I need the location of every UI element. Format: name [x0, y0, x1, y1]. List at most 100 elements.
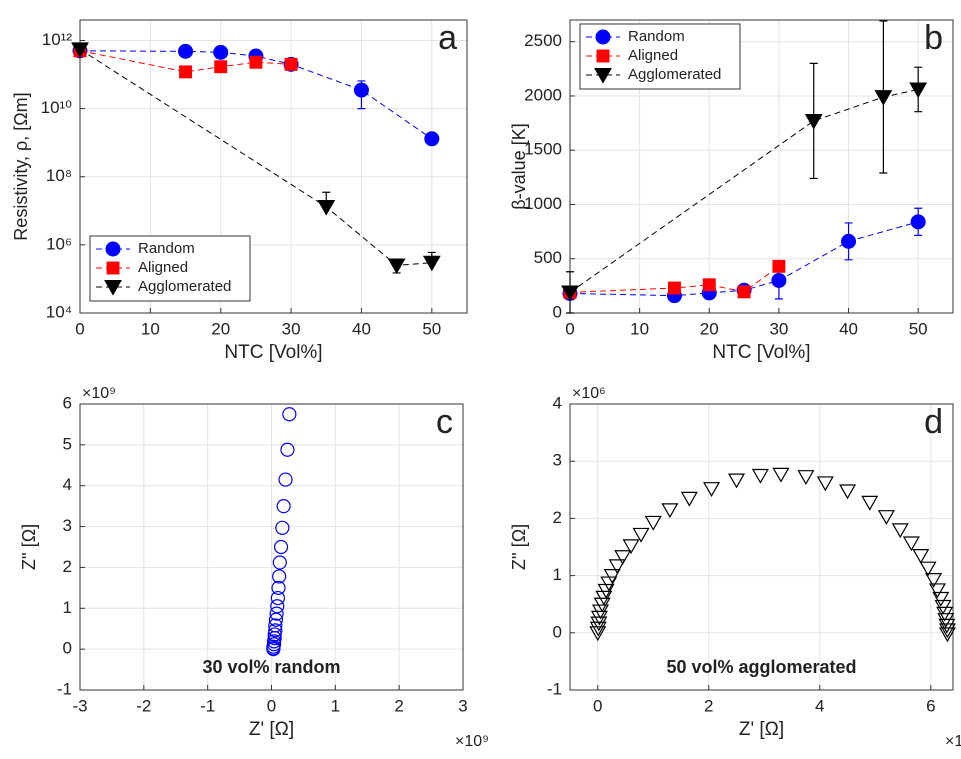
y-tick-label: 10⁴	[46, 302, 72, 321]
x-tick-label: 40	[839, 319, 858, 338]
x-multiplier: ×10⁹	[455, 733, 489, 750]
x-tick-label: 0	[565, 319, 574, 338]
y-tick-label: 10⁸	[46, 166, 72, 185]
marker	[632, 527, 650, 543]
y-tick-label: 1	[553, 565, 562, 584]
marker	[353, 82, 369, 98]
y-axis-label: β-value [K]	[509, 123, 529, 209]
marker	[772, 467, 790, 483]
marker	[937, 613, 955, 628]
marker	[249, 55, 263, 69]
y-multiplier: ×10⁶	[572, 385, 606, 402]
x-tick-label: 50	[909, 319, 928, 338]
y-multiplier: ×10⁹	[82, 385, 116, 402]
x-tick-label: 2	[394, 696, 403, 715]
marker	[179, 65, 192, 79]
panel: 0 2 4 6 -1 0 1 2 3 4 Z' [Ω] Z'' [Ω] ×10⁶ ×10⁶ d 50 vol%…	[509, 385, 961, 750]
x-tick-label: 1	[331, 696, 340, 715]
marker	[938, 618, 956, 634]
legend-label: Aligned	[628, 47, 678, 64]
legend-label: Agglomerated	[138, 278, 231, 295]
legend-label: Agglomerated	[628, 66, 721, 83]
marker	[680, 491, 698, 507]
marker	[668, 281, 681, 295]
marker	[594, 68, 612, 84]
marker	[268, 612, 284, 627]
marker	[932, 591, 950, 607]
marker	[267, 627, 282, 642]
marker	[387, 258, 406, 275]
x-tick-label: 20	[211, 319, 230, 338]
marker	[266, 642, 281, 657]
y-tick-label: 1000	[524, 194, 562, 213]
marker	[928, 583, 946, 599]
y-tick-label: 3	[553, 451, 562, 470]
marker	[213, 44, 229, 60]
marker	[877, 510, 895, 525]
y-tick-label: 2500	[524, 31, 562, 50]
marker	[275, 520, 290, 535]
marker	[861, 495, 879, 511]
marker	[661, 503, 679, 519]
panel: -3 -2 -1 0 1 2 3 -1 0 1 2 3 4 5 6 Z' [Ω] Z'' [Ω] ×10⁹ ×10⁹…	[19, 385, 489, 750]
marker	[317, 199, 336, 216]
marker	[278, 472, 293, 487]
annotation: 50 vol% agglomerated	[666, 657, 856, 677]
legend-label: Aligned	[138, 259, 188, 276]
y-tick-label: 3	[63, 516, 72, 535]
marker	[841, 233, 857, 249]
marker	[590, 616, 608, 632]
marker	[816, 476, 834, 492]
axes-frame	[569, 19, 954, 314]
marker	[271, 580, 286, 595]
marker	[595, 590, 613, 606]
marker	[902, 536, 920, 552]
marker	[276, 499, 291, 514]
marker	[270, 590, 285, 606]
marker	[910, 214, 926, 230]
marker	[590, 610, 608, 626]
marker	[891, 523, 909, 539]
marker	[912, 548, 930, 564]
y-tick-label: 4	[63, 475, 72, 494]
marker	[702, 278, 716, 292]
x-axis-label: Z' [Ω]	[249, 719, 294, 740]
marker	[273, 539, 289, 555]
x-tick-label: 30	[282, 319, 301, 338]
marker	[178, 43, 194, 59]
marker	[603, 569, 621, 584]
y-tick-label: -1	[547, 679, 562, 698]
y-axis-label: Z'' [Ω]	[509, 524, 529, 570]
marker	[703, 482, 721, 497]
x-axis-label: Z' [Ω]	[739, 719, 784, 740]
marker	[737, 285, 751, 299]
marker	[909, 82, 928, 99]
marker	[874, 90, 893, 106]
marker	[919, 561, 937, 577]
marker	[284, 57, 298, 71]
marker	[644, 515, 662, 531]
legend-label: Random	[628, 28, 685, 45]
x-tick-label: 20	[700, 319, 719, 338]
marker	[214, 60, 228, 74]
panel-label: c	[436, 403, 453, 441]
marker	[728, 473, 746, 489]
marker	[797, 470, 815, 485]
axes-frame	[569, 403, 954, 691]
x-tick-label: 0	[267, 696, 276, 715]
marker	[106, 261, 120, 275]
marker	[938, 623, 956, 639]
y-tick-label: 6	[63, 393, 72, 412]
marker	[804, 113, 823, 130]
x-tick-label: 0	[75, 319, 84, 338]
x-tick-label: 40	[352, 319, 371, 338]
y-tick-label: 500	[534, 248, 562, 267]
axes-frame	[79, 403, 464, 691]
marker	[589, 626, 607, 642]
marker	[925, 573, 943, 588]
y-tick-label: 2	[553, 508, 562, 527]
x-tick-label: 50	[422, 319, 441, 338]
